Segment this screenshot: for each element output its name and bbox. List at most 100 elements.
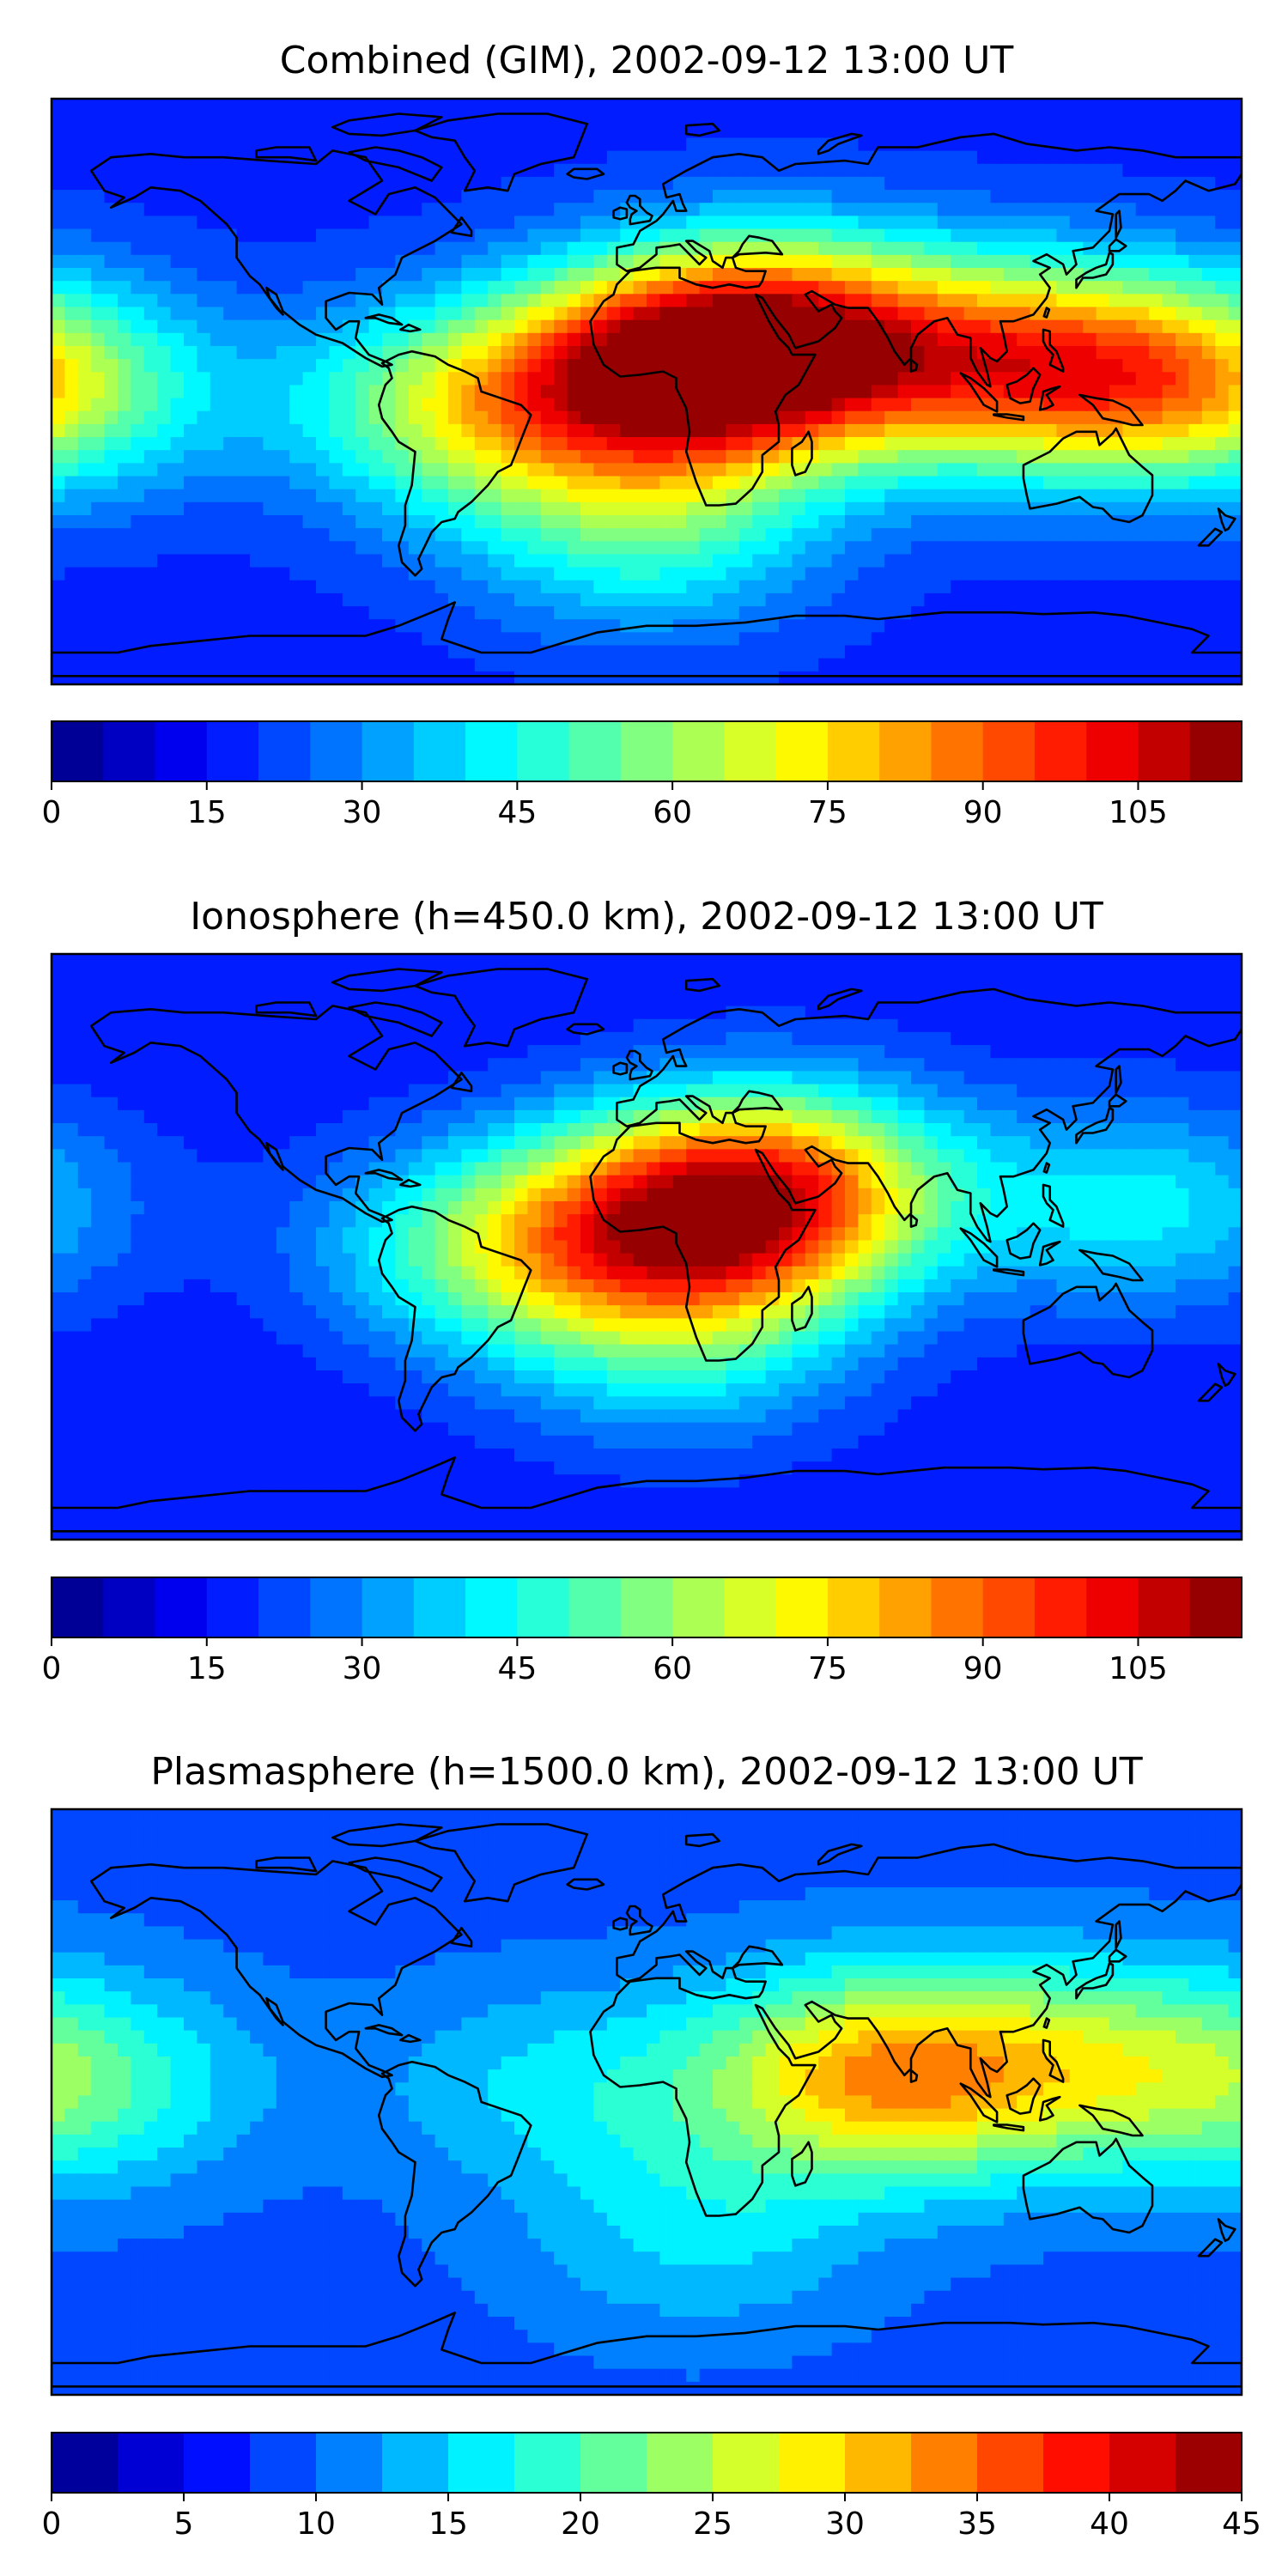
field-cell	[633, 671, 647, 684]
field-cell	[580, 645, 594, 659]
field-cell	[197, 281, 211, 295]
field-cell	[765, 1031, 780, 1046]
field-cell	[752, 1031, 767, 1046]
field-cell	[580, 554, 594, 568]
field-cell	[104, 254, 118, 269]
field-cell	[527, 437, 542, 451]
field-cell	[911, 398, 925, 412]
field-cell	[620, 150, 635, 165]
field-cell	[223, 241, 238, 256]
field-cell	[223, 398, 238, 412]
field-cell	[302, 489, 317, 503]
field-cell	[355, 567, 370, 581]
field-cell	[897, 450, 912, 464]
field-cell	[672, 528, 687, 542]
field-cell	[1188, 137, 1203, 152]
field-cell	[448, 619, 462, 633]
field-cell	[422, 489, 436, 503]
field-cell	[1135, 345, 1150, 360]
field-cell	[1176, 385, 1189, 399]
field-cell	[580, 372, 594, 386]
field-cell	[250, 359, 264, 373]
field-cell	[633, 476, 647, 490]
field-cell	[276, 385, 290, 399]
field-cell	[355, 528, 370, 542]
field-cell	[1215, 125, 1230, 139]
field-cell	[540, 359, 555, 373]
field-cell	[593, 476, 608, 490]
field-cell	[1109, 501, 1123, 516]
field-cell	[474, 150, 489, 165]
field-cell	[554, 993, 568, 1007]
field-cell	[540, 450, 555, 464]
field-cell	[1162, 112, 1176, 125]
field-cell	[1030, 1031, 1044, 1046]
field-cell	[1003, 501, 1018, 516]
field-cell	[263, 580, 277, 594]
field-cell	[1228, 967, 1242, 981]
field-cell	[1003, 241, 1018, 256]
field-cell	[779, 514, 793, 529]
field-cell	[1109, 437, 1123, 451]
field-cell	[289, 190, 304, 204]
field-cell	[104, 385, 118, 399]
field-cell	[1135, 423, 1150, 438]
field-cell	[289, 359, 304, 373]
field-cell	[157, 489, 172, 503]
field-cell	[1109, 319, 1123, 334]
field-cell	[540, 216, 555, 230]
field-cell	[951, 463, 965, 477]
field-cell	[1188, 1058, 1203, 1072]
field-cell	[197, 268, 211, 282]
field-cell	[620, 125, 635, 139]
field-cell	[329, 1045, 343, 1059]
field-cell	[937, 645, 951, 659]
field-cell	[897, 319, 912, 334]
field-cell	[1162, 228, 1176, 243]
field-cell	[580, 241, 594, 256]
field-cell	[434, 501, 449, 516]
field-cell	[911, 150, 925, 165]
field-cell	[540, 619, 555, 633]
field-cell	[302, 268, 317, 282]
field-cell	[1083, 1045, 1097, 1059]
field-cell	[1083, 1005, 1097, 1020]
field-cell	[567, 190, 581, 204]
field-cell	[699, 319, 714, 334]
field-cell	[210, 489, 224, 503]
field-cell	[250, 606, 264, 620]
field-cell	[131, 658, 145, 672]
field-cell	[1096, 450, 1110, 464]
field-cell	[963, 541, 978, 556]
field-cell	[884, 216, 899, 230]
field-cell	[1043, 1031, 1057, 1046]
field-cell	[580, 294, 594, 308]
field-cell	[911, 954, 925, 968]
field-cell	[699, 359, 714, 373]
field-cell	[488, 567, 502, 581]
field-cell	[1201, 281, 1216, 295]
coastlines	[52, 112, 1242, 677]
field-cell	[1162, 554, 1176, 568]
field-cell	[606, 1045, 621, 1059]
field-cell	[659, 632, 674, 647]
field-cell	[210, 554, 224, 568]
field-cell	[779, 99, 793, 112]
field-cell	[580, 671, 594, 684]
field-cell	[593, 501, 608, 516]
field-cell	[118, 954, 131, 968]
field-cell	[461, 619, 476, 633]
field-cell	[1056, 592, 1071, 607]
field-cell	[118, 619, 131, 633]
field-cell	[699, 398, 714, 412]
field-cell	[924, 398, 939, 412]
field-cell	[699, 632, 714, 647]
field-cell	[236, 319, 251, 334]
field-cell	[514, 281, 528, 295]
field-cell	[726, 514, 740, 529]
field-cell	[131, 606, 145, 620]
field-cell	[699, 307, 714, 321]
field-cell	[990, 372, 1005, 386]
field-cell	[1135, 1018, 1150, 1033]
field-cell	[434, 190, 449, 204]
